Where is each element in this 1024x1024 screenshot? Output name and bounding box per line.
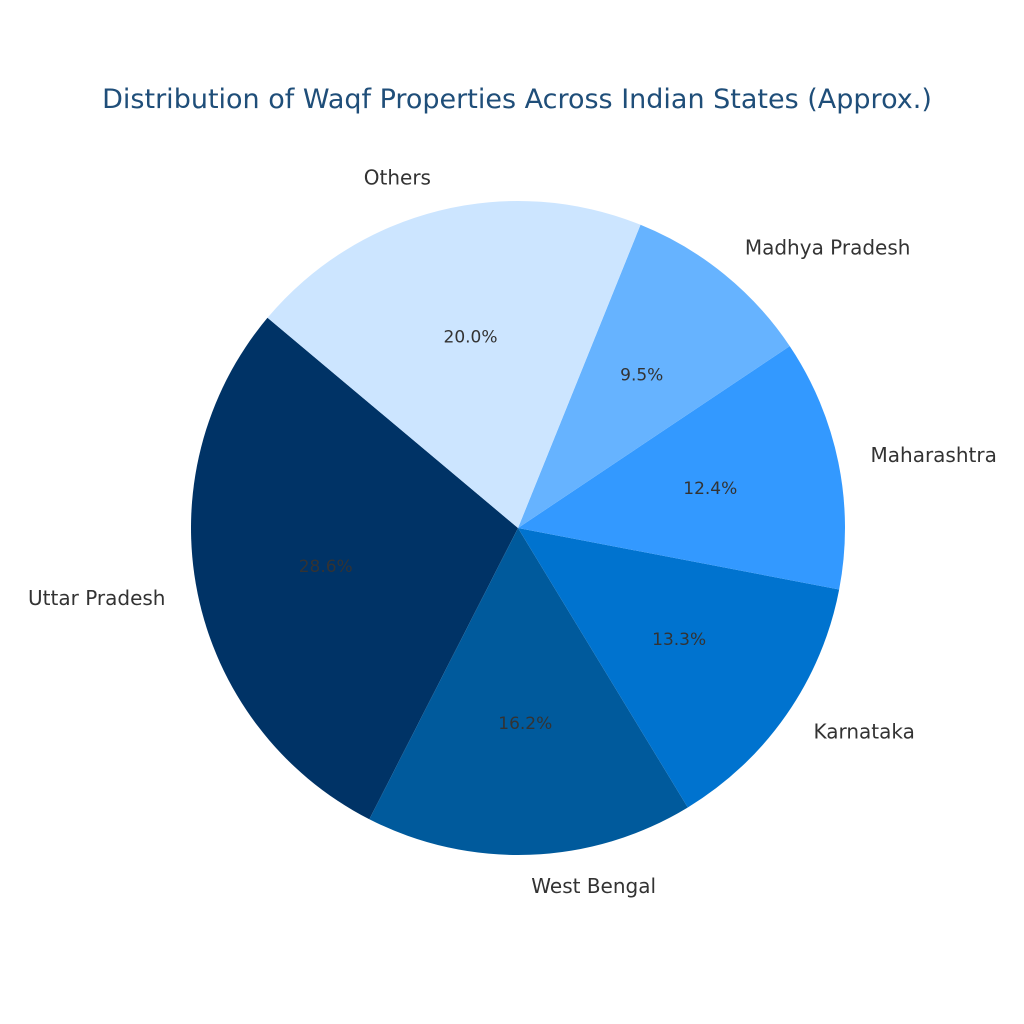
chart-title: Distribution of Waqf Properties Across I… [102,84,932,115]
slice-label-uttar-pradesh: Uttar Pradesh [28,586,165,610]
pct-label-west-bengal: 16.2% [498,714,552,734]
slice-label-maharashtra: Maharashtra [871,443,997,467]
slice-label-karnataka: Karnataka [813,720,914,744]
category-labels: Uttar Pradesh West Bengal Karnataka Maharas… [28,165,997,897]
pct-label-uttar-pradesh: 28.6% [299,557,353,577]
pie-slice-karnataka [518,528,840,808]
slice-label-west-bengal: West Bengal [531,874,656,898]
pie-slices [190,201,846,855]
pie-slice-madhya-pradesh [518,224,790,528]
pct-label-others: 20.0% [444,328,498,348]
slice-label-others: Others [364,165,431,189]
percentage-labels: 28.6% 16.2% 13.3% 12.4% 9.5% 20.0% [299,328,738,734]
slice-label-madhya-pradesh: Madhya Pradesh [745,235,911,259]
pie-slice-others [267,201,641,528]
pie-slice-west-bengal [369,528,688,855]
pct-label-karnataka: 13.3% [652,630,706,650]
pct-label-madhya-pradesh: 9.5% [620,366,663,386]
pie-slice-uttar-pradesh [190,317,518,820]
pct-label-maharashtra: 12.4% [683,479,737,499]
pie-slice-maharashtra [518,346,846,590]
